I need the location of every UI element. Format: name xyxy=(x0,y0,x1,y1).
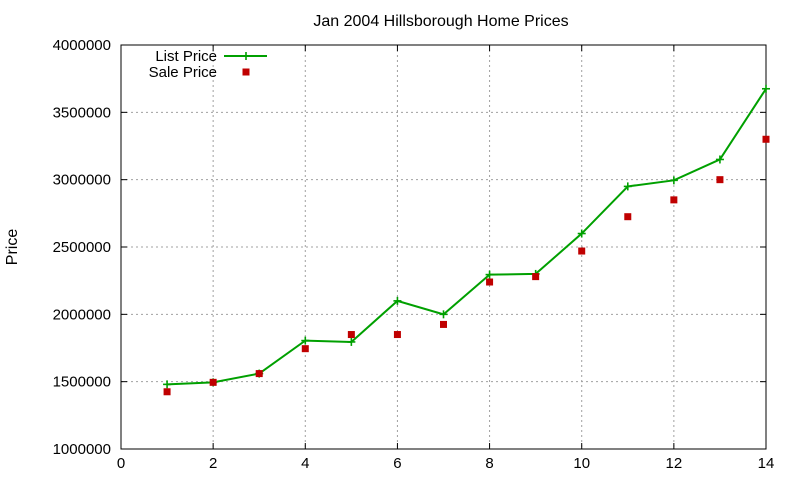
list-price-point xyxy=(623,182,632,191)
y-tick-label: 4000000 xyxy=(53,37,111,54)
sale-price-point xyxy=(440,320,447,328)
list-price-point xyxy=(301,336,310,345)
x-tick-label: 2 xyxy=(209,455,217,472)
sale-price-point xyxy=(578,247,586,255)
list-price-point xyxy=(163,380,172,389)
y-axis-label: Price xyxy=(4,229,21,266)
sale-price-point xyxy=(716,176,724,184)
x-tick-label: 10 xyxy=(573,455,590,472)
legend-marker-sale-price xyxy=(242,68,250,76)
x-tick-label: 0 xyxy=(117,455,125,472)
y-tick-label: 3500000 xyxy=(53,104,111,121)
sale-price-point xyxy=(301,345,309,353)
x-tick-label: 14 xyxy=(758,455,775,472)
legend-label-list-price: List Price xyxy=(155,48,217,65)
sale-price-point xyxy=(393,331,401,339)
sale-price-point xyxy=(624,213,632,221)
legend-item-list-price: List Price xyxy=(155,48,267,65)
sale-price-point xyxy=(163,388,171,396)
list-price-point xyxy=(715,155,724,164)
series xyxy=(163,84,770,396)
sale-price-point xyxy=(670,196,678,204)
list-price-point xyxy=(762,84,770,93)
list-price-point xyxy=(669,176,678,185)
sale-price-point xyxy=(532,273,540,281)
legend-marker-list-price xyxy=(242,52,250,60)
axes: 0 2 4 6 8 10 12 14 1000000 1500000 2000000 2500000 3… xyxy=(53,37,775,472)
list-price-series xyxy=(163,84,770,389)
list-price-point xyxy=(347,337,356,346)
x-tick-label: 6 xyxy=(393,455,401,472)
y-tick-label: 1000000 xyxy=(53,441,111,458)
list-price-point xyxy=(577,229,586,238)
y-tick-label: 1500000 xyxy=(53,374,111,391)
sale-price-point xyxy=(255,370,263,378)
legend-item-sale-price: Sale Price xyxy=(149,64,250,81)
chart-title: Jan 2004 Hillsborough Home Prices xyxy=(313,13,568,30)
y-tick-label: 2500000 xyxy=(53,239,111,256)
list-price-point xyxy=(439,310,448,319)
grid xyxy=(121,45,766,449)
y-tick-label: 2000000 xyxy=(53,306,111,323)
list-price-point xyxy=(485,270,494,279)
sale-price-point xyxy=(347,331,355,339)
y-tick-label: 3000000 xyxy=(53,172,111,189)
sale-price-point xyxy=(209,378,217,386)
x-tick-label: 8 xyxy=(485,455,493,472)
x-tick-label: 4 xyxy=(301,455,309,472)
legend-label-sale-price: Sale Price xyxy=(149,64,217,81)
list-price-point xyxy=(393,296,402,305)
sale-price-point xyxy=(762,135,770,143)
sale-price-series xyxy=(163,135,770,396)
x-tick-label: 12 xyxy=(666,455,683,472)
sale-price-point xyxy=(486,278,494,286)
list-price-line xyxy=(167,88,767,386)
